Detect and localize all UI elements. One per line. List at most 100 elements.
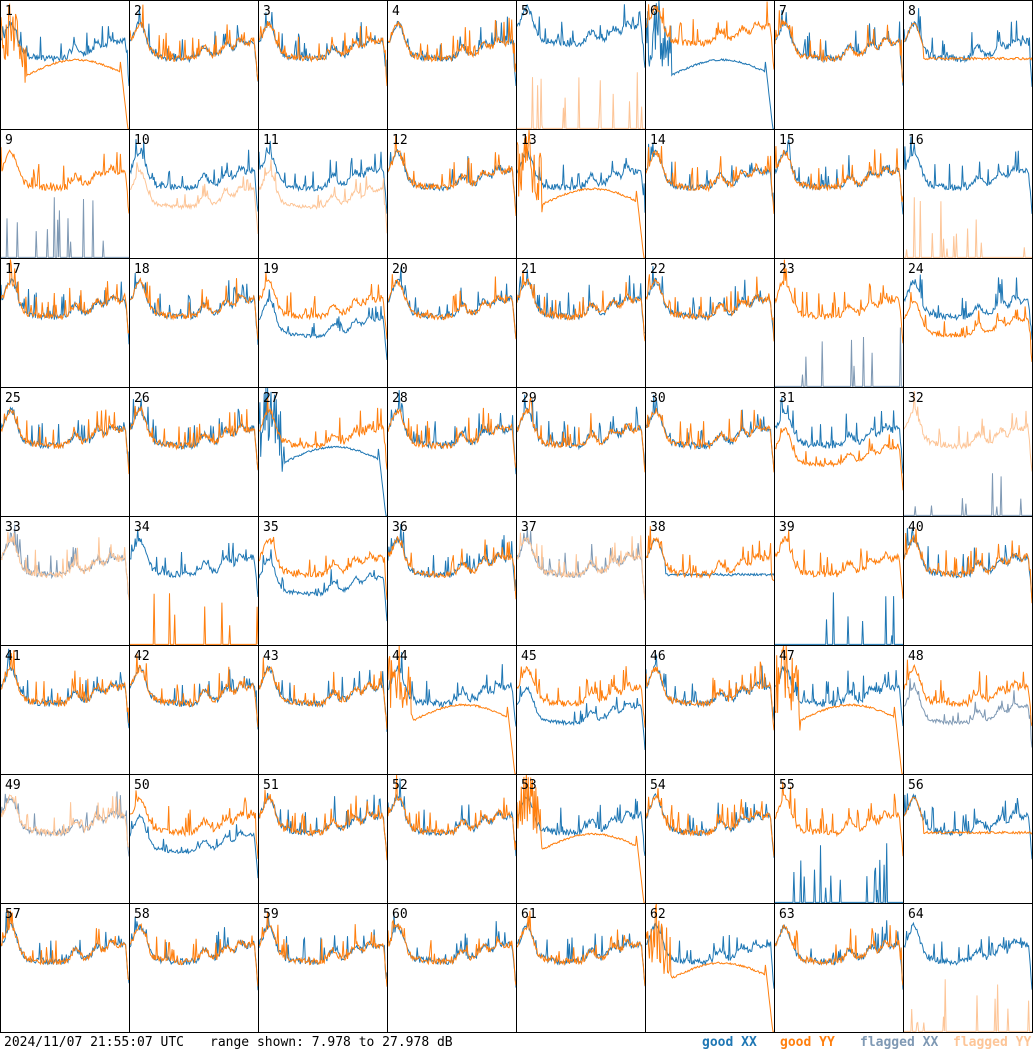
yy-trace-4 <box>387 17 517 73</box>
yy-trace-60 <box>387 918 517 986</box>
xx-trace-1 <box>0 21 130 87</box>
antenna-panel-61: 61 <box>516 907 646 987</box>
antenna-panel-33: 33 <box>0 520 130 600</box>
antenna-label-58: 58 <box>134 907 150 922</box>
yy-trace-20 <box>387 274 517 340</box>
antenna-label-37: 37 <box>521 520 537 535</box>
xx-trace-55 <box>775 843 903 903</box>
antenna-panel-36: 36 <box>387 520 517 600</box>
antenna-label-1: 1 <box>5 4 13 19</box>
antenna-label-13: 13 <box>521 133 537 148</box>
antenna-panel-15: 15 <box>774 133 904 215</box>
yy-trace-7 <box>774 10 904 83</box>
yy-trace-62 <box>645 903 774 1033</box>
antenna-label-3: 3 <box>263 4 271 19</box>
antenna-panel-38: 38 <box>645 520 775 582</box>
xx-trace-64 <box>903 921 1033 990</box>
yy-trace-22 <box>645 274 775 342</box>
antenna-label-45: 45 <box>521 649 537 664</box>
yy-trace-27 <box>258 398 388 470</box>
yy-trace-46 <box>645 661 775 731</box>
antenna-panel-14: 14 <box>645 133 775 214</box>
xx-trace-35 <box>258 549 388 622</box>
legend-good-xx: good XX <box>702 1035 757 1050</box>
xx-trace-39 <box>775 592 903 645</box>
antenna-label-39: 39 <box>779 520 795 535</box>
antenna-panel-40: 40 <box>903 520 1033 604</box>
antenna-panel-24: 24 <box>903 262 1033 362</box>
antenna-panel-6: 6 <box>645 0 775 130</box>
antenna-label-28: 28 <box>392 391 408 406</box>
xx-trace-53 <box>516 795 646 856</box>
antenna-panel-64: 64 <box>903 907 1033 1032</box>
antenna-panel-21: 21 <box>516 262 646 342</box>
antenna-panel-19: 19 <box>258 262 388 361</box>
antenna-panel-1: 1 <box>0 2 130 130</box>
yy-trace-47 <box>774 645 903 775</box>
xx-trace-49 <box>0 791 130 857</box>
antenna-panel-60: 60 <box>387 907 517 988</box>
xx-trace-12 <box>387 148 517 214</box>
yy-trace-34 <box>130 593 259 645</box>
antenna-label-59: 59 <box>263 907 279 922</box>
antenna-label-55: 55 <box>779 778 795 793</box>
antenna-panel-42: 42 <box>129 649 259 730</box>
yy-trace-5 <box>517 72 645 129</box>
xx-trace-33 <box>0 524 130 598</box>
xx-trace-16 <box>903 136 1033 214</box>
legend-flagged-xx: flagged XX <box>860 1035 939 1050</box>
antenna-label-21: 21 <box>521 262 537 277</box>
antenna-panel-45: 45 <box>516 649 646 751</box>
xx-trace-63 <box>774 920 904 990</box>
antenna-label-31: 31 <box>779 391 795 406</box>
xx-trace-46 <box>645 654 775 721</box>
antenna-label-12: 12 <box>392 133 408 148</box>
yy-trace-52 <box>387 774 517 851</box>
xx-trace-50 <box>129 813 259 879</box>
xx-trace-62 <box>645 922 775 989</box>
yy-trace-50 <box>129 790 259 859</box>
antenna-label-46: 46 <box>650 649 666 664</box>
xx-trace-48 <box>903 678 1033 748</box>
antenna-panel-62: 62 <box>645 903 775 1033</box>
antenna-panel-63: 63 <box>774 907 904 990</box>
antenna-panel-34: 34 <box>129 520 259 645</box>
antenna-panel-37: 37 <box>516 520 646 601</box>
range-text: range shown: 7.978 to 27.978 dB <box>210 1035 453 1050</box>
xx-trace-18 <box>129 272 259 345</box>
yy-trace-32 <box>903 390 1033 472</box>
antenna-label-44: 44 <box>392 649 408 664</box>
legend-flagged-yy: flagged YY <box>953 1035 1032 1050</box>
xx-trace-9 <box>1 197 129 258</box>
timestamp: 2024/11/07 21:55:07 UTC <box>4 1035 185 1050</box>
antenna-label-19: 19 <box>263 262 279 277</box>
antenna-panel-20: 20 <box>387 262 517 340</box>
antenna-panel-9: 9 <box>0 133 130 258</box>
antenna-label-40: 40 <box>908 520 924 535</box>
antenna-label-7: 7 <box>779 4 787 19</box>
yy-trace-36 <box>387 536 517 600</box>
antenna-label-42: 42 <box>134 649 150 664</box>
antenna-panel-47: 47 <box>774 645 904 775</box>
antenna-panel-2: 2 <box>129 4 259 82</box>
antenna-panel-43: 43 <box>258 649 388 732</box>
antenna-label-2: 2 <box>134 4 142 19</box>
yy-trace-38 <box>645 525 775 582</box>
xx-trace-27 <box>258 387 387 517</box>
yy-trace-2 <box>129 4 259 82</box>
antenna-label-43: 43 <box>263 649 279 664</box>
xx-trace-44 <box>387 651 517 727</box>
yy-trace-25 <box>0 408 130 475</box>
antenna-panel-58: 58 <box>129 907 259 991</box>
yy-trace-19 <box>258 272 388 340</box>
yy-trace-40 <box>903 528 1033 604</box>
antenna-panel-26: 26 <box>129 391 259 471</box>
xx-trace-19 <box>258 289 388 361</box>
antenna-label-34: 34 <box>134 520 150 535</box>
yy-trace-39 <box>774 530 904 599</box>
xx-trace-13 <box>516 148 646 213</box>
antenna-label-63: 63 <box>779 907 795 922</box>
antenna-panel-48: 48 <box>903 649 1033 748</box>
